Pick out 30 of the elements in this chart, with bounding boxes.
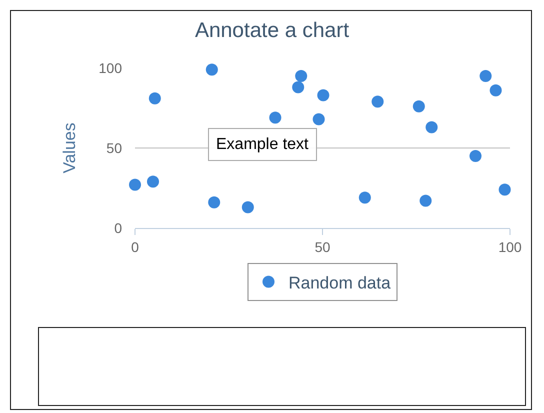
y-tick-label: 50 — [106, 140, 122, 156]
y-tick-label: 100 — [98, 60, 122, 76]
chart-title: Annotate a chart — [194, 18, 350, 42]
point — [480, 70, 492, 82]
point — [148, 92, 161, 104]
point — [420, 194, 432, 207]
point — [317, 89, 330, 102]
point — [242, 201, 254, 214]
y-tick-label: 0 — [114, 220, 122, 236]
point — [129, 178, 141, 191]
legend-label: Random data — [288, 273, 392, 292]
x-tick-label: 0 — [131, 238, 140, 255]
point — [412, 100, 425, 112]
point — [498, 184, 511, 196]
point — [426, 121, 438, 134]
point — [206, 64, 218, 76]
point — [295, 70, 308, 82]
point — [490, 84, 502, 96]
x-tick-label: 100 — [498, 238, 522, 255]
point — [470, 150, 482, 162]
point — [147, 176, 159, 188]
point — [292, 81, 304, 94]
x-tick-label: 50 — [314, 238, 330, 255]
y-axis-title: Values — [60, 122, 80, 174]
point — [312, 113, 325, 126]
annotation: Example text — [216, 136, 310, 153]
point — [269, 112, 282, 124]
point — [358, 192, 371, 204]
point — [208, 196, 220, 208]
point — [372, 96, 384, 108]
